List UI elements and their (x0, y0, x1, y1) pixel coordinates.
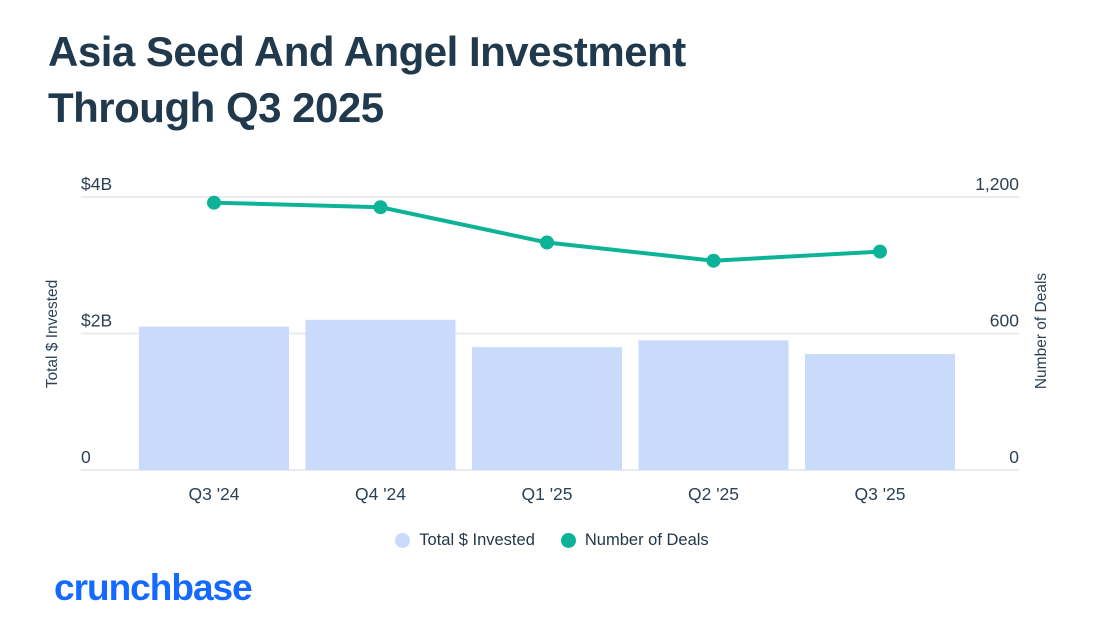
legend-label-invested: Total $ Invested (419, 531, 535, 549)
deals-point-Q4 '24[interactable] (373, 200, 388, 215)
legend-label-deals: Number of Deals (584, 531, 709, 549)
legend-swatch-invested (395, 533, 411, 548)
legend-item-number-of-deals[interactable]: Number of Deals (560, 531, 709, 550)
x-axis-label-Q2 '25: Q2 '25 (688, 484, 739, 504)
right-axis-tick-label: 600 (990, 311, 1019, 331)
page-title: Asia Seed And Angel Investment Through Q… (48, 24, 686, 136)
legend-item-total-invested[interactable]: Total $ Invested (395, 531, 535, 550)
legend: Total $ Invested Number of Deals (0, 531, 1104, 550)
x-axis-label-Q3 '24: Q3 '24 (188, 484, 239, 504)
page-title-line-2: Through Q3 2025 (48, 84, 384, 131)
deals-point-Q1 '25[interactable] (540, 235, 554, 250)
bar-Q1 '25[interactable] (472, 347, 622, 470)
left-axis-tick-label: 0 (81, 447, 91, 467)
x-axis-label-Q4 '24: Q4 '24 (355, 484, 406, 504)
bar-Q3 '24[interactable] (139, 326, 289, 470)
bar-Q3 '25[interactable] (805, 353, 955, 470)
deals-point-Q2 '25[interactable] (706, 253, 721, 268)
bar-Q4 '24[interactable] (305, 319, 456, 470)
right-axis-tick-label: 0 (1009, 447, 1019, 467)
crunchbase-logo[interactable]: crunchbase (54, 567, 253, 608)
x-axis-label-Q3 '25: Q3 '25 (854, 484, 905, 504)
page-title-line-1: Asia Seed And Angel Investment (48, 28, 686, 75)
deals-line (212, 200, 882, 263)
left-axis-tick-label: $4B (81, 174, 112, 194)
deals-point-Q3 '24[interactable] (207, 195, 221, 210)
bar-Q2 '25[interactable] (638, 340, 789, 470)
right-axis-tick-label: 1,200 (975, 174, 1019, 194)
left-axis-tick-label: $2B (81, 311, 112, 331)
left-axis-title: Total $ Invested (44, 280, 61, 389)
deals-point-Q3 '25[interactable] (873, 244, 887, 259)
x-axis-label-Q1 '25: Q1 '25 (521, 484, 572, 504)
right-axis-title: Number of Deals (1033, 273, 1050, 390)
legend-swatch-deals (560, 533, 576, 548)
